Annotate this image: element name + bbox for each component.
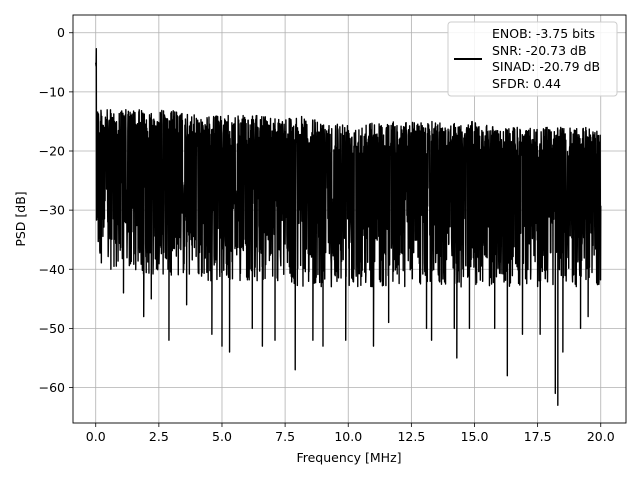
psd-series-line (95, 48, 602, 406)
y-tick-label: −50 (39, 321, 65, 336)
x-tick-label: 2.5 (149, 429, 169, 444)
axis-ticks: 0.0 2.5 5.0 7.5 10.0 12.5 15.0 17.5 20.0 0 −10 −20 −… (39, 25, 615, 444)
y-tick-label: −20 (39, 144, 65, 159)
legend-sinad: SINAD: -20.79 dB (492, 59, 600, 74)
psd-trace (95, 48, 602, 406)
legend-box (447, 21, 618, 97)
legend: ENOB: -3.75 bits SNR: -20.73 dB SINAD: -… (447, 21, 618, 97)
y-tick-label: −40 (39, 262, 65, 277)
legend-sfdr: SFDR: 0.44 (492, 76, 561, 91)
x-tick-label: 17.5 (524, 429, 552, 444)
x-tick-label: 12.5 (397, 429, 425, 444)
x-tick-label: 20.0 (587, 429, 615, 444)
x-tick-label: 15.0 (461, 429, 489, 444)
y-axis-label: PSD [dB] (13, 191, 28, 246)
y-tick-label: −10 (39, 84, 65, 99)
x-tick-label: 10.0 (334, 429, 362, 444)
y-tick-label: 0 (57, 25, 65, 40)
x-tick-label: 5.0 (212, 429, 232, 444)
x-axis-label: Frequency [MHz] (296, 450, 401, 465)
legend-snr: SNR: -20.73 dB (492, 43, 587, 58)
y-tick-label: −30 (39, 203, 65, 218)
x-tick-label: 0.0 (86, 429, 106, 444)
y-tick-label: −60 (39, 380, 65, 395)
plot-frame (72, 14, 627, 424)
legend-enob: ENOB: -3.75 bits (492, 26, 595, 41)
x-tick-label: 7.5 (275, 429, 295, 444)
